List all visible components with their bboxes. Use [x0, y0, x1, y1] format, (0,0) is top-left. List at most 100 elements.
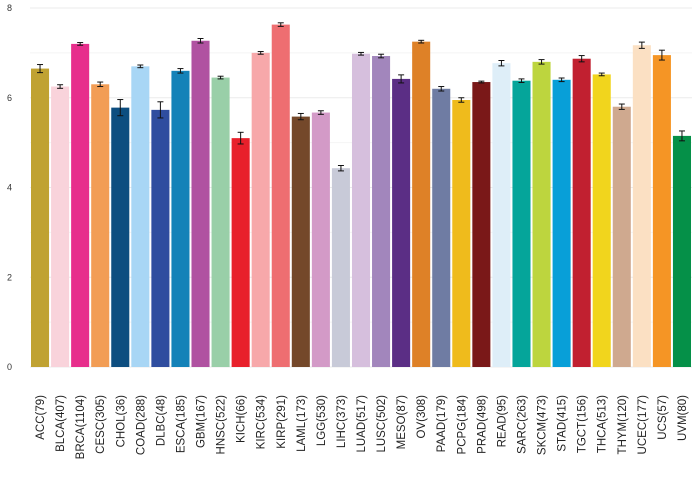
bar-brca: [71, 43, 90, 368]
x-category-label: KIRC(534): [256, 395, 268, 449]
error-bar-chol: [117, 99, 124, 117]
x-category-label: STAD(415): [557, 395, 569, 452]
error-bar-esca: [177, 68, 184, 74]
error-bar-lihc: [337, 165, 344, 172]
x-category-label: BLCA(407): [55, 395, 67, 452]
y-tick-label: 4: [7, 183, 12, 193]
bar-meso: [392, 78, 411, 367]
error-bar-luad: [358, 51, 364, 56]
bar-esca: [171, 70, 190, 367]
bar-ov: [412, 41, 431, 367]
error-bar-ucec: [638, 41, 645, 49]
error-bar-thym: [618, 103, 625, 110]
error-bar-kich: [237, 131, 244, 145]
bar-paad: [432, 88, 451, 368]
x-category-label: UCEC(177): [637, 395, 649, 455]
error-bar-tgct: [578, 55, 585, 63]
error-bar-hnsc: [217, 75, 224, 80]
bar-dlbc: [151, 109, 170, 368]
bar-pcpg: [452, 99, 471, 368]
bar-kich: [231, 138, 250, 367]
bar-acc: [31, 68, 50, 368]
error-bar-uvm: [678, 130, 685, 142]
y-tick-label: 8: [7, 3, 12, 13]
error-bar-paad: [438, 86, 445, 92]
error-bar-skcm: [538, 59, 545, 65]
error-bar-lgg: [317, 110, 324, 115]
x-category-label: READ(95): [496, 395, 508, 448]
error-bar-stad: [558, 77, 565, 83]
x-category-label: OV(308): [416, 395, 428, 439]
bar-ucs: [652, 55, 671, 368]
x-category-label: CHOL(36): [115, 395, 127, 448]
error-bar-kirp: [277, 22, 284, 27]
x-category-label: COAD(288): [135, 395, 147, 455]
x-category-label: KIRP(291): [276, 395, 288, 449]
x-category-label: ACC(79): [35, 395, 47, 440]
bar-luad: [351, 53, 371, 368]
bar-prad: [472, 82, 491, 367]
error-bar-dlbc: [157, 101, 164, 119]
error-bar-thca: [598, 72, 605, 77]
x-category-label: THCA(513): [597, 395, 609, 453]
bar-chol: [111, 107, 130, 367]
x-category-label: MESO(87): [396, 395, 408, 449]
bar-lihc: [331, 168, 350, 367]
x-category-label: PRAD(498): [476, 395, 488, 454]
x-category-label: SARC(263): [516, 395, 528, 454]
error-bar-coad: [137, 64, 144, 69]
error-bar-meso: [398, 74, 405, 84]
bar-lusc: [372, 56, 391, 368]
bar-tgct: [572, 58, 591, 368]
bar-blca: [51, 86, 70, 367]
x-category-label: THYM(120): [617, 395, 629, 455]
bar-thca: [592, 74, 611, 367]
error-bar-gbm: [197, 38, 204, 44]
error-bar-lusc: [378, 53, 385, 59]
error-bar-prad: [478, 80, 485, 84]
x-category-label: CESC(305): [95, 395, 107, 454]
bar-kirp: [271, 24, 290, 367]
bar-skcm: [532, 61, 551, 367]
error-bar-sarc: [518, 78, 525, 83]
bar-lgg: [311, 112, 330, 367]
x-category-label: UVM(80): [677, 395, 689, 441]
bar-cesc: [91, 84, 110, 367]
x-category-label: PAAD(179): [436, 395, 448, 452]
x-category-label: LAML(173): [296, 395, 308, 452]
bar-stad: [552, 79, 571, 368]
x-category-label: UCS(57): [657, 395, 669, 440]
bar-kirc: [251, 52, 270, 367]
x-category-label: KICH(66): [236, 395, 248, 443]
bar-ucec: [632, 45, 651, 368]
bar-uvm: [672, 135, 691, 367]
error-bar-acc: [37, 64, 44, 74]
x-category-label: TGCT(156): [577, 395, 589, 453]
x-category-label: DLBC(48): [155, 395, 167, 446]
y-tick-label: 0: [7, 362, 12, 372]
x-category-label: SKCM(473): [537, 395, 549, 455]
y-axis-tick-labels: 0 2 4 6 8: [7, 3, 12, 372]
error-bar-blca: [57, 84, 64, 89]
bar-sarc: [512, 80, 531, 367]
error-bar-read: [498, 60, 505, 67]
y-tick-label: 6: [7, 93, 12, 103]
x-category-label: HNSC(522): [216, 395, 228, 455]
error-bar-brca: [77, 42, 84, 46]
bar-laml: [291, 116, 310, 367]
x-category-label: GBM(167): [196, 395, 208, 448]
error-bars: [37, 22, 685, 172]
x-category-label: BRCA(1104): [75, 395, 87, 460]
x-axis-category-labels: ACC(79) BLCA(407) BRCA(1104) CESC(305) CHOL(…: [35, 395, 689, 460]
bar-thym: [612, 106, 631, 367]
bars: [31, 24, 691, 368]
error-bar-laml: [297, 112, 304, 121]
x-category-label: PCPG(184): [456, 395, 468, 455]
x-category-label: LUAD(517): [356, 395, 368, 453]
bar-coad: [131, 66, 150, 368]
x-category-label: LUSC(502): [376, 395, 388, 453]
bar-hnsc: [211, 77, 230, 368]
bar-read: [492, 63, 511, 367]
x-category-label: LIHC(373): [336, 395, 348, 448]
